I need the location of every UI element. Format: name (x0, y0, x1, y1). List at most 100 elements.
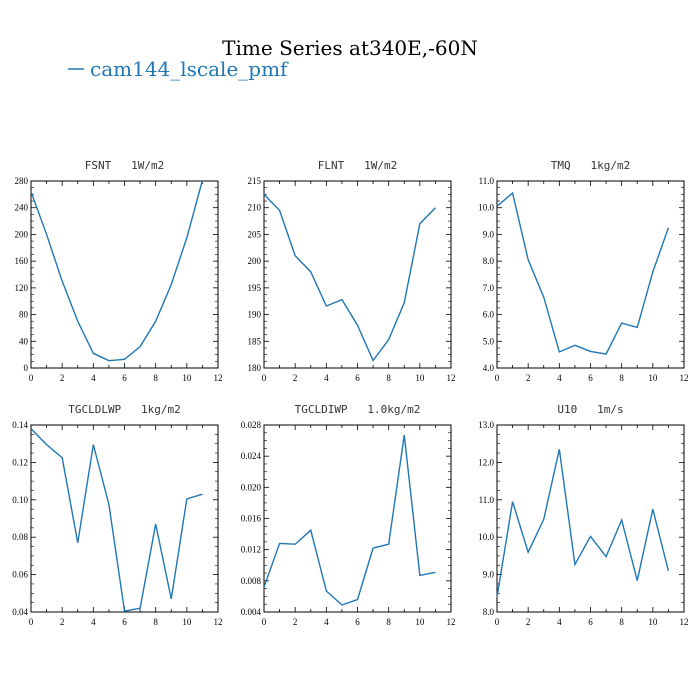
x-tick-label: 10 (415, 373, 425, 383)
x-tick-label: 12 (214, 373, 223, 383)
y-tick-label: 200 (15, 229, 29, 239)
y-tick-label: 0.012 (241, 545, 261, 555)
x-tick-label: 2 (526, 617, 531, 627)
y-tick-label: 11.0 (479, 176, 495, 186)
panels-group: FSNT 1W/m20 2 4 6 8 10 1204080120160200240280F… (12, 159, 688, 627)
y-tick-label: 0.020 (241, 482, 262, 492)
y-tick-label: 195 (248, 283, 262, 293)
x-tick-label: 12 (447, 373, 456, 383)
x-tick-label: 6 (355, 617, 360, 627)
x-tick-label: 12 (447, 617, 456, 627)
panel-title: TGCLDLWP 1kg/m2 (68, 403, 181, 416)
y-tick-label: 215 (248, 176, 262, 186)
y-tick-label: 10.0 (478, 532, 494, 542)
x-tick-label: 8 (619, 617, 624, 627)
y-tick-label: 205 (248, 229, 262, 239)
x-tick-label: 2 (60, 617, 65, 627)
x-tick-label: 2 (293, 617, 298, 627)
x-tick-label: 4 (91, 373, 96, 383)
x-tick-label: 12 (680, 373, 689, 383)
y-tick-label: 9.0 (483, 570, 495, 580)
x-tick-label: 0 (495, 373, 500, 383)
panel-4: TGCLDLWP 1kg/m2 0 2 4 6 8 10 12 0.04 0.06 0.08 0.10… (12, 403, 222, 627)
series-line-1 (30, 428, 203, 612)
x-tick-label: 4 (324, 373, 329, 383)
y-tick-label: 0.14 (12, 420, 28, 430)
x-tick-label: 0 (495, 617, 500, 627)
x-tick-label: 4 (324, 617, 329, 627)
y-tick-label: 6.0 (483, 310, 495, 320)
y-tick-label: 0 (24, 363, 29, 373)
x-tick-label: 0 (29, 373, 34, 383)
x-tick-label: 8 (386, 373, 391, 383)
x-tick-label: 2 (60, 373, 65, 383)
y-tick-label: 5.0 (483, 336, 495, 346)
y-tick-label: 0.10 (12, 495, 28, 505)
plot-frame (30, 180, 219, 369)
x-tick-label: 8 (619, 373, 624, 383)
panel-2: FLNT 1W/m2 0 2 4 6 8 10 12 180 185 190 195 200 205 210… (248, 159, 456, 383)
y-tick-label: 120 (15, 283, 29, 293)
series-line-1 (263, 435, 436, 606)
y-tick-label: 9.0 (483, 229, 495, 239)
x-tick-label: 2 (293, 373, 298, 383)
y-tick-label: 200 (248, 256, 262, 266)
plot-frame (496, 180, 685, 369)
panel-title: U10 1m/s (557, 403, 623, 416)
x-tick-label: 6 (588, 373, 593, 383)
x-tick-label: 8 (153, 617, 158, 627)
y-tick-label: 8.0 (483, 256, 495, 266)
series-line-1 (496, 191, 670, 355)
y-tick-label: 80 (19, 310, 29, 320)
y-tick-label: 13.0 (478, 420, 494, 430)
x-tick-label: 6 (122, 373, 127, 383)
y-tick-label: 8.0 (483, 607, 495, 617)
y-tick-label: 0.04 (12, 607, 28, 617)
panel-title: FSNT 1W/m2 (85, 159, 164, 172)
y-tick-label: 40 (19, 336, 29, 346)
y-tick-label: 11.0 (479, 495, 495, 505)
plot-frame (30, 424, 219, 613)
x-tick-label: 10 (415, 617, 425, 627)
x-tick-label: 2 (526, 373, 531, 383)
legend-label: cam144_lscale_pmf (90, 57, 289, 81)
y-tick-label: 4.0 (483, 363, 495, 373)
x-tick-label: 0 (29, 617, 34, 627)
plot-frame (263, 180, 452, 369)
panel-title: FLNT 1W/m2 (318, 159, 397, 172)
x-tick-label: 10 (182, 617, 192, 627)
series-line-1 (496, 449, 670, 598)
y-tick-label: 0.024 (241, 451, 262, 461)
x-tick-label: 6 (588, 617, 593, 627)
y-tick-label: 0.12 (12, 457, 28, 467)
plot-frame (263, 424, 452, 613)
series-line-1 (30, 180, 204, 362)
y-tick-label: 0.08 (12, 532, 28, 542)
panel-title: TMQ 1kg/m2 (551, 159, 630, 172)
y-tick-label: 210 (248, 203, 262, 213)
x-tick-label: 8 (386, 617, 391, 627)
y-tick-label: 240 (15, 203, 29, 213)
y-tick-label: 0.028 (241, 420, 262, 430)
x-tick-label: 8 (153, 373, 158, 383)
y-tick-label: 10.0 (478, 203, 494, 213)
y-tick-label: 0.06 (12, 570, 28, 580)
panel-title: TGCLDIWP 1.0kg/m2 (295, 403, 421, 416)
y-tick-label: 12.0 (478, 457, 494, 467)
y-tick-label: 0.016 (241, 514, 262, 524)
x-tick-label: 4 (557, 373, 562, 383)
panel-5: TGCLDIWP 1.0kg/m2 0 2 4 6 8 10 12 0.004 0.008 0.01… (241, 403, 456, 627)
y-tick-label: 0.004 (241, 607, 262, 617)
x-tick-label: 6 (355, 373, 360, 383)
panel-6: U10 1m/s 0 2 4 6 8 10 12 8.0 9.0 10.0 11.0 12.0 13.0 (478, 403, 688, 627)
y-tick-label: 180 (248, 363, 262, 373)
y-tick-label: 185 (248, 336, 262, 346)
plot-frame (496, 424, 685, 613)
y-tick-label: 280 (15, 176, 29, 186)
series-line-1 (263, 193, 436, 362)
x-tick-label: 12 (680, 617, 689, 627)
y-tick-label: 7.0 (483, 283, 495, 293)
y-tick-label: 190 (248, 310, 262, 320)
